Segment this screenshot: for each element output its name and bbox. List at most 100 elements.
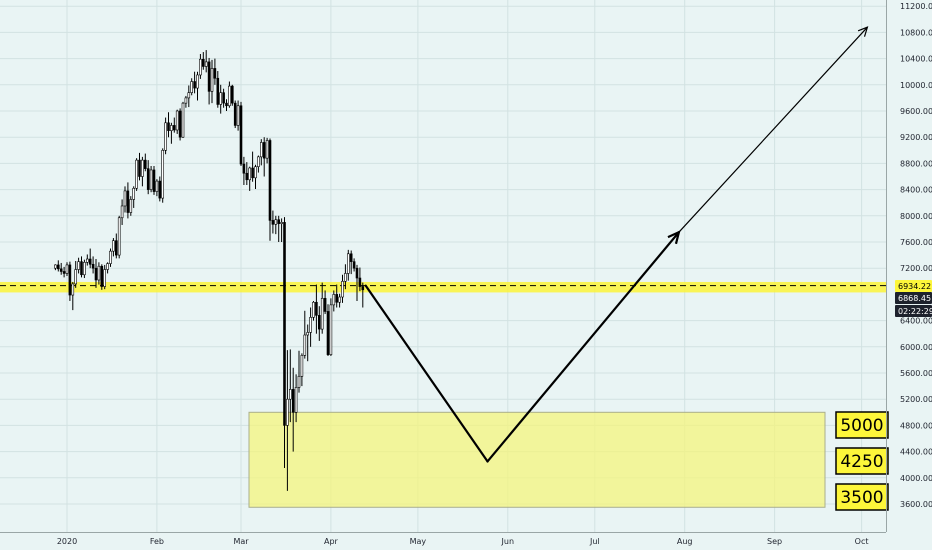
candle-body (352, 261, 356, 269)
candle-body (167, 122, 170, 131)
candle-body (303, 334, 307, 356)
candle-body (155, 180, 159, 192)
price-tag-box (895, 292, 932, 304)
candle-body (181, 102, 185, 138)
candle-body (341, 280, 344, 298)
y-tick-label: 3600.00 (900, 500, 932, 509)
candle-body (103, 269, 106, 287)
candle-body (71, 283, 75, 296)
candle-body (112, 240, 115, 252)
candle-body (216, 77, 220, 105)
candle-body (274, 219, 278, 225)
resistance-band (0, 281, 886, 293)
candle-body (242, 163, 246, 174)
candle-body (358, 277, 362, 287)
y-tick-label: 10400.00 (900, 55, 932, 64)
candle-body (178, 110, 182, 138)
candle-body (158, 180, 162, 199)
candle-body (97, 265, 101, 281)
level-label-3500: 3500 (840, 488, 883, 508)
candle-body (138, 159, 141, 177)
candle-body (254, 166, 257, 179)
candle-body (344, 273, 347, 282)
candle-body (265, 140, 269, 159)
y-tick-label: 4000.00 (900, 474, 932, 483)
candle-body (259, 142, 263, 158)
price-tag-box (895, 280, 932, 292)
candle-body (100, 265, 104, 287)
y-tick-label: 5600.00 (900, 369, 932, 378)
y-tick-label: 4400.00 (900, 448, 932, 457)
candle-body (86, 258, 89, 263)
candle-body (204, 61, 208, 67)
candle-body (199, 58, 202, 76)
candle-body (187, 92, 191, 99)
candle-body (297, 375, 301, 388)
time-axis[interactable]: 2020 Feb Mar Apr May Jun Jul Aug Sep Oct (0, 532, 886, 547)
price-tag-label: 02:22:29 (898, 307, 932, 316)
level-label-4250: 4250 (840, 452, 883, 472)
candle-body (245, 172, 249, 181)
y-tick-label: 10800.00 (900, 28, 932, 37)
candle-body (62, 271, 66, 274)
y-tick-label: 6400.00 (900, 317, 932, 326)
candle-body (152, 169, 156, 192)
candle-body (94, 267, 98, 281)
candle-body (120, 205, 124, 219)
candle-body (294, 387, 298, 413)
x-tick-label: 2020 (57, 537, 77, 546)
candle-body (184, 97, 188, 104)
candle-body (213, 68, 217, 79)
candle-body (88, 258, 92, 265)
candle-body (65, 264, 69, 274)
candle-body (222, 92, 225, 104)
candle-body (207, 61, 211, 92)
candlestick-series (54, 50, 365, 491)
price-tag-box (895, 305, 932, 317)
x-tick-label: May (410, 537, 427, 546)
candle-body (315, 301, 318, 316)
candle-body (173, 125, 176, 131)
price-axis[interactable]: 11200.00 10800.00 10400.00 10000.00 9600.00 9… (886, 0, 932, 532)
chart-bands (0, 281, 886, 508)
candle-body (228, 85, 231, 107)
candle-body (149, 169, 153, 190)
candle-body (225, 102, 228, 107)
y-tick-label: 6000.00 (900, 343, 932, 352)
target-arrowhead (857, 26, 869, 37)
support-zone (248, 411, 826, 508)
y-tick-label: 4800.00 (900, 421, 932, 430)
x-tick-label: Mar (233, 537, 249, 546)
candle-body (268, 140, 272, 221)
candle-body (262, 142, 266, 159)
candle-body (109, 250, 112, 264)
candle-body (115, 240, 118, 256)
x-tick-label: Jun (501, 537, 515, 546)
candle-body (320, 298, 324, 330)
price-tag-label: 6934.22 (898, 282, 931, 291)
candle-body (135, 159, 138, 189)
candle-body (323, 298, 327, 312)
candle-body (170, 125, 173, 131)
candle-body (338, 296, 341, 303)
projection-arrowhead (667, 230, 681, 245)
candle-body (361, 286, 365, 291)
candle-body (210, 68, 214, 92)
candle-body (161, 150, 164, 199)
candle-body (306, 332, 310, 336)
level-label-5000: 5000 (840, 416, 883, 436)
x-tick-label: Aug (677, 537, 693, 546)
projection-target-leg (678, 26, 868, 233)
candle-body (219, 92, 222, 105)
y-tick-label: 7200.00 (900, 264, 932, 273)
level-label-5000-box (835, 411, 889, 439)
y-tick-label: 7600.00 (900, 238, 932, 247)
candle-body (236, 105, 240, 126)
x-tick-label: Apr (324, 537, 339, 546)
candle-body (80, 261, 83, 276)
candle-body (233, 102, 237, 126)
candle-body (283, 222, 286, 426)
candle-body (132, 187, 135, 200)
candle-body (56, 264, 60, 270)
